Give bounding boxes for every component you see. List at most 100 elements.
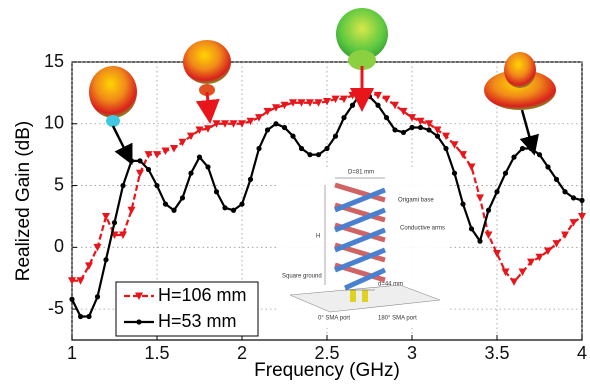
x-tick-label: 2: [237, 343, 247, 363]
point: [180, 195, 185, 200]
point: [307, 152, 312, 157]
point: [324, 146, 329, 151]
x-axis-label: Frequency (GHz): [254, 360, 400, 381]
point: [350, 103, 355, 108]
point: [520, 146, 525, 151]
y-tick-label: -5: [48, 298, 64, 318]
point: [561, 231, 569, 239]
point: [146, 167, 151, 172]
point: [460, 201, 465, 206]
inset-label: d=44 mm: [378, 282, 403, 288]
point: [418, 125, 423, 130]
point: [383, 96, 391, 104]
point: [239, 201, 244, 206]
point: [409, 125, 414, 130]
point: [435, 134, 440, 139]
point: [511, 155, 516, 160]
point: [493, 250, 501, 258]
point: [537, 152, 542, 157]
point: [578, 213, 586, 221]
point: [392, 127, 397, 132]
point: [442, 133, 450, 141]
point: [510, 278, 518, 286]
x-tick-label: 1: [67, 343, 77, 363]
point: [494, 189, 499, 194]
point: [137, 158, 142, 163]
point: [188, 171, 193, 176]
point: [528, 146, 533, 151]
point: [476, 194, 484, 202]
chart: D=81 mm Origami base Conductive arms H S…: [0, 0, 590, 384]
inset-label: Conductive arms: [400, 226, 445, 232]
point: [443, 146, 448, 151]
point: [545, 164, 550, 169]
point: [299, 146, 304, 151]
point: [273, 121, 278, 126]
x-tick-label: 1.5: [144, 343, 169, 363]
inset-label: Square ground: [282, 274, 322, 280]
point: [222, 205, 227, 210]
point: [248, 177, 253, 182]
point: [78, 314, 83, 319]
point: [401, 130, 406, 135]
inset-diagram: D=81 mm Origami base Conductive arms H S…: [278, 168, 448, 328]
point: [153, 151, 161, 159]
point: [486, 208, 491, 213]
point: [341, 115, 346, 120]
point: [103, 257, 108, 262]
point: [452, 171, 457, 176]
legend: H=106 mm H=53 mm: [116, 282, 258, 336]
point: [367, 94, 372, 99]
radiation-patterns: [89, 8, 556, 156]
inset-label: Origami base: [398, 198, 434, 204]
point: [282, 125, 287, 130]
point: [333, 134, 338, 139]
point: [163, 201, 168, 206]
point: [102, 213, 110, 221]
point: [375, 103, 380, 108]
point: [477, 239, 482, 244]
x-tick-label: 2.5: [314, 343, 339, 363]
y-tick-label: 5: [54, 174, 64, 194]
inset-label: 0° SMA port: [318, 316, 350, 322]
point: [256, 146, 261, 151]
point: [214, 189, 219, 194]
x-tick-label: 3.5: [484, 343, 509, 363]
point: [197, 155, 202, 160]
point: [86, 314, 91, 319]
point: [290, 134, 295, 139]
point: [554, 177, 559, 182]
x-tick-label: 3: [407, 343, 417, 363]
inset-label: H: [316, 234, 320, 240]
point: [469, 226, 474, 231]
point: [562, 189, 567, 194]
legend-label: H=106 mm: [158, 285, 247, 305]
point: [170, 145, 178, 153]
point: [579, 198, 584, 203]
point: [503, 171, 508, 176]
point: [112, 220, 117, 225]
point: [468, 164, 476, 172]
point: [120, 183, 125, 188]
point: [426, 127, 431, 132]
point: [154, 183, 159, 188]
point: [69, 297, 74, 302]
point: [265, 127, 270, 132]
point: [136, 170, 144, 178]
legend-label: H=53 mm: [158, 311, 237, 331]
y-tick-label: 10: [44, 113, 64, 133]
y-axis-label: Realized Gain (dB): [13, 121, 34, 282]
inset-label: 180° SMA port: [378, 316, 417, 322]
x-tick-label: 4: [577, 343, 587, 363]
point: [171, 208, 176, 213]
point: [485, 231, 493, 239]
inset-label: D=81 mm: [348, 170, 374, 176]
point: [316, 152, 321, 157]
point: [205, 164, 210, 169]
point: [129, 158, 134, 163]
point: [128, 207, 136, 215]
point: [384, 115, 389, 120]
legend-marker: [136, 319, 141, 324]
y-tick-label: 0: [54, 236, 64, 256]
point: [571, 195, 576, 200]
